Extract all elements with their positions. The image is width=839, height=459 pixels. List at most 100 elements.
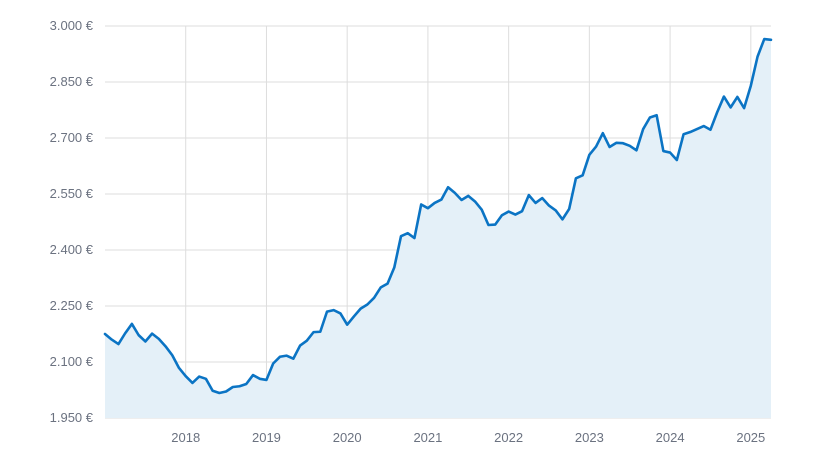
data-point: [649, 116, 651, 118]
data-point: [750, 85, 752, 87]
data-point: [588, 154, 590, 156]
data-point: [716, 111, 718, 113]
data-point: [164, 345, 166, 347]
data-point: [655, 114, 657, 116]
data-point: [635, 149, 637, 151]
data-point: [386, 282, 388, 284]
x-tick-label: 2018: [171, 430, 200, 445]
data-point: [124, 332, 126, 334]
data-point: [191, 382, 193, 384]
data-point: [662, 150, 664, 152]
data-point: [326, 310, 328, 312]
x-tick-label: 2025: [736, 430, 765, 445]
x-tick-label: 2022: [494, 430, 523, 445]
data-point: [602, 132, 604, 134]
series-area: [105, 39, 771, 418]
data-point: [380, 286, 382, 288]
data-point: [333, 309, 335, 311]
data-point: [178, 367, 180, 369]
data-point: [205, 378, 207, 380]
data-point: [137, 334, 139, 336]
data-point: [185, 375, 187, 377]
data-point: [555, 209, 557, 211]
data-point: [218, 392, 220, 394]
data-point: [211, 390, 213, 392]
x-axis: 2018 2019 2020 2021 2022 2023 2024 2025: [171, 430, 765, 445]
data-point: [151, 332, 153, 334]
series-line: [103, 37, 773, 395]
data-point: [676, 159, 678, 161]
data-point: [608, 146, 610, 148]
data-point: [252, 374, 254, 376]
data-point: [144, 340, 146, 342]
data-point: [312, 331, 314, 333]
data-point: [534, 202, 536, 204]
x-tick-label: 2019: [252, 430, 281, 445]
data-point: [669, 151, 671, 153]
data-point: [319, 331, 321, 333]
data-point: [447, 186, 449, 188]
data-point: [494, 223, 496, 225]
data-point: [454, 192, 456, 194]
y-tick-label: 2.250 €: [50, 298, 94, 313]
data-point: [306, 340, 308, 342]
y-axis: 1.950 € 2.100 € 2.250 € 2.400 € 2.550 € 2.700…: [50, 18, 94, 425]
data-point: [487, 224, 489, 226]
data-point: [171, 354, 173, 356]
x-tick-label: 2020: [333, 430, 362, 445]
data-point: [696, 128, 698, 130]
data-point: [575, 177, 577, 179]
data-point: [682, 133, 684, 135]
y-tick-label: 2.400 €: [50, 242, 94, 257]
y-tick-label: 1.950 €: [50, 410, 94, 425]
data-point: [131, 323, 133, 325]
y-tick-label: 2.700 €: [50, 130, 94, 145]
data-point: [117, 343, 119, 345]
data-point: [756, 55, 758, 57]
data-point: [245, 383, 247, 385]
data-point: [622, 142, 624, 144]
data-point: [568, 208, 570, 210]
data-point: [373, 297, 375, 299]
data-point: [346, 323, 348, 325]
data-point: [736, 96, 738, 98]
data-point: [514, 213, 516, 215]
data-point: [561, 218, 563, 220]
data-point: [723, 95, 725, 97]
data-point: [366, 303, 368, 305]
data-point: [743, 107, 745, 109]
data-point: [225, 390, 227, 392]
data-point: [393, 266, 395, 268]
data-point: [238, 385, 240, 387]
data-point: [528, 194, 530, 196]
data-point: [413, 237, 415, 239]
data-point: [279, 356, 281, 358]
data-point: [272, 362, 274, 364]
data-point: [581, 174, 583, 176]
data-point: [198, 375, 200, 377]
data-point: [474, 200, 476, 202]
data-point: [427, 207, 429, 209]
data-point: [541, 197, 543, 199]
data-point: [595, 145, 597, 147]
data-point: [689, 131, 691, 133]
data-point: [467, 195, 469, 197]
data-point: [359, 307, 361, 309]
data-point: [407, 232, 409, 234]
data-point: [400, 235, 402, 237]
data-point: [729, 106, 731, 108]
data-point: [629, 145, 631, 147]
data-point: [460, 199, 462, 201]
data-point: [433, 202, 435, 204]
y-tick-label: 2.100 €: [50, 354, 94, 369]
data-point: [292, 357, 294, 359]
y-tick-label: 3.000 €: [50, 18, 94, 33]
data-point: [265, 379, 267, 381]
data-point: [339, 312, 341, 314]
area-layer: [105, 39, 771, 418]
data-point: [259, 378, 261, 380]
data-point: [703, 125, 705, 127]
y-tick-label: 2.550 €: [50, 186, 94, 201]
